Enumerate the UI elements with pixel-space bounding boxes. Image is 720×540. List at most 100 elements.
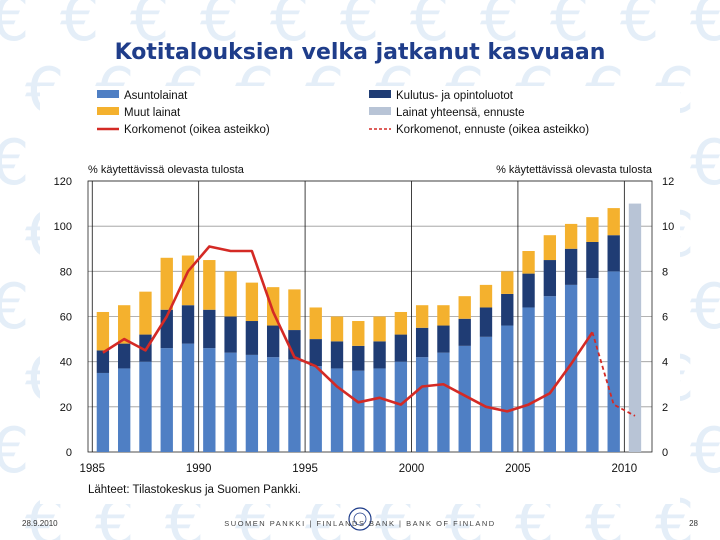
bar-consumer-1993 [266, 325, 280, 358]
euro-watermark-glyph: € [270, 0, 309, 55]
bar-mortgage-1988 [160, 348, 173, 452]
bar-mortgage-1989 [181, 343, 195, 452]
legend-label-rate: Korkomenot (oikea asteikko) [124, 124, 270, 136]
y-tick-left: 100 [54, 221, 72, 233]
bar-other-1988 [160, 257, 173, 310]
plot-frame [87, 180, 653, 453]
bank-name-footer: SUOMEN PANKKI | FINLANDS BANK | BANK OF … [224, 519, 496, 528]
chart: Asuntolainat Kulutus- ja opintoluotot Muut… [54, 90, 674, 496]
legend-swatch-forecast [369, 107, 391, 115]
bar-mortgage-2005 [522, 307, 535, 452]
bar-consumer-2007 [564, 248, 578, 285]
euro-watermark-glyph: € [620, 0, 659, 55]
y-tick-left: 60 [60, 312, 72, 324]
page-number: 28 [689, 519, 698, 528]
euro-watermark-glyph: € [480, 0, 519, 55]
bar-consumer-2000 [415, 327, 429, 358]
bar-consumer-1996 [330, 341, 344, 369]
euro-watermark-glyph: € [0, 270, 29, 343]
bar-mortgage-1994 [288, 359, 301, 452]
bar-consumer-1986 [118, 343, 131, 369]
euro-watermark-glyph: € [690, 0, 720, 55]
euro-watermark-glyph: € [690, 414, 720, 487]
bar-mortgage-2006 [543, 296, 557, 452]
bar-mortgage-1992 [245, 354, 259, 452]
y-tick-right: 6 [662, 312, 668, 324]
rate-forecast-line [591, 332, 636, 417]
bar-other-1997 [352, 321, 365, 346]
bar-other-2006 [543, 235, 557, 261]
y-tick-left: 80 [60, 266, 72, 278]
bar-other-2007 [564, 223, 578, 249]
bar-consumer-2008 [586, 241, 599, 279]
bar-other-1991 [224, 271, 237, 317]
bar-mortgage-1999 [394, 361, 408, 452]
euro-watermark-glyph: € [550, 0, 589, 55]
bar-mortgage-2004 [501, 325, 514, 452]
bar-other-2003 [479, 284, 493, 308]
bar-mortgage-1987 [139, 361, 152, 452]
euro-watermark-glyph: € [60, 0, 99, 55]
bar-mortgage-1993 [266, 357, 280, 452]
legend-label-forecast: Lainat yhteensä, ennuste [396, 107, 525, 119]
x-tick-label: 1995 [292, 463, 318, 475]
bar-mortgage-2003 [479, 336, 493, 452]
y-tick-left: 0 [66, 447, 72, 459]
legend-swatch-other [97, 107, 119, 115]
y-tick-right: 8 [662, 266, 668, 278]
bar-consumer-2001 [437, 325, 450, 353]
chart-source-note: Lähteet: Tilastokeskus ja Suomen Pankki. [88, 484, 301, 496]
bar-consumer-1999 [394, 334, 408, 362]
euro-watermark-glyph: € [0, 414, 29, 487]
bar-mortgage-1997 [352, 370, 365, 452]
x-tick-label: 1990 [186, 463, 212, 475]
y-tick-right: 10 [662, 221, 674, 233]
legend-swatch-mortgage [97, 90, 119, 98]
bar-consumer-1985 [96, 350, 110, 373]
y-tick-left: 120 [54, 176, 72, 188]
x-tick-label: 2010 [612, 463, 638, 475]
bar-other-1995 [309, 307, 322, 340]
bar-other-1987 [139, 291, 152, 335]
bar-other-2004 [501, 271, 514, 294]
bar-other-2009 [607, 208, 620, 236]
bar-other-1992 [245, 282, 259, 322]
x-tick-label: 2005 [505, 463, 531, 475]
bar-consumer-1990 [203, 309, 216, 349]
euro-watermark-glyph: € [690, 270, 720, 343]
bar-mortgage-1995 [309, 366, 322, 452]
axis-title-right: % käytettävissä olevasta tulosta [496, 164, 653, 176]
x-tick-label: 1985 [79, 463, 105, 475]
y-tick-right: 2 [662, 402, 668, 414]
bar-mortgage-2007 [564, 284, 578, 452]
bar-mortgage-1986 [118, 368, 131, 452]
bank-logo-icon [348, 507, 372, 531]
bar-other-2002 [458, 296, 471, 319]
bar-mortgage-1991 [224, 352, 237, 452]
euro-watermark-glyph: € [0, 0, 29, 55]
bar-mortgage-1985 [96, 372, 110, 452]
bar-consumer-1992 [245, 321, 259, 355]
bar-consumer-2006 [543, 260, 557, 297]
bar-forecast-2010 [628, 203, 642, 452]
bar-other-1996 [330, 316, 344, 342]
bar-consumer-2004 [501, 293, 514, 326]
x-tick-label: 2000 [399, 463, 425, 475]
slide-date: 28.9.2010 [22, 519, 58, 528]
bar-consumer-1998 [373, 341, 386, 369]
y-tick-right: 12 [662, 176, 674, 188]
euro-watermark-glyph: € [340, 0, 379, 55]
euro-watermark-glyph: € [130, 0, 169, 55]
bar-other-2001 [437, 305, 450, 326]
bar-consumer-1995 [309, 339, 322, 367]
rate-line [102, 245, 594, 413]
euro-watermark-glyph: € [0, 126, 29, 199]
bar-other-1985 [96, 311, 110, 351]
bar-other-1998 [373, 316, 386, 342]
axis-title-left: % käytettävissä olevasta tulosta [88, 164, 245, 176]
bar-mortgage-1990 [203, 348, 216, 452]
bar-other-1994 [288, 289, 301, 331]
bar-consumer-2003 [479, 307, 493, 337]
legend-label-other: Muut lainat [124, 107, 181, 119]
euro-watermark-glyph: € [410, 0, 449, 55]
